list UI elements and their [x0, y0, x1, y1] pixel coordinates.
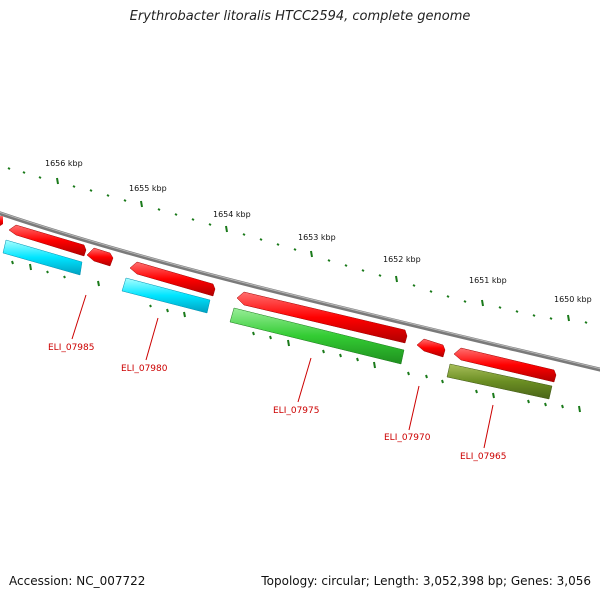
scale-dot	[412, 284, 416, 287]
kbp-label: 1653 kbp	[298, 233, 336, 242]
scale-major-tick	[225, 225, 228, 233]
gene-arrow[interactable]	[8, 224, 87, 257]
inner-ruler	[11, 260, 581, 413]
gene-arrow[interactable]	[0, 216, 3, 226]
scale-major-tick	[56, 177, 59, 185]
leader-line	[483, 404, 494, 449]
genome-backbone-highlight	[0, 211, 600, 370]
accession-text: Accession: NC_007722	[9, 574, 146, 588]
scale-major-tick	[140, 200, 143, 208]
leader-line	[408, 385, 420, 431]
scale-dot	[22, 171, 26, 174]
map-title: Erythrobacter litoralis HTCC2594, comple…	[129, 9, 471, 24]
scale-dot	[208, 223, 212, 226]
scale-dot	[7, 167, 11, 170]
scale-ruler	[7, 167, 588, 324]
scale-dot	[174, 213, 178, 216]
gene-arrow[interactable]	[86, 247, 114, 267]
scale-dot	[293, 248, 297, 251]
cds-bar[interactable]	[121, 277, 211, 314]
scale-dot	[344, 264, 348, 267]
scale-dot	[463, 300, 467, 303]
scale-major-tick	[567, 314, 570, 322]
scale-major-tick	[481, 299, 484, 307]
scale-dot	[276, 243, 280, 246]
kbp-label: 1650 kbp	[554, 295, 592, 304]
scale-dot	[259, 238, 263, 241]
scale-dot	[429, 290, 433, 293]
locus-label[interactable]: ELI_07970	[384, 433, 431, 443]
cds-bar[interactable]	[446, 363, 553, 400]
scale-dot	[242, 233, 246, 236]
scale-dot	[498, 306, 502, 309]
gene-arrow[interactable]	[453, 347, 557, 383]
gene-arrow[interactable]	[236, 291, 408, 344]
kbp-label: 1651 kbp	[469, 276, 507, 285]
scale-dot	[584, 321, 588, 324]
locus-label[interactable]: ELI_07975	[273, 406, 320, 416]
leader-line	[71, 294, 87, 340]
locus-label[interactable]: ELI_07965	[460, 452, 507, 462]
scale-dot	[106, 194, 110, 197]
genome-summary-text: Topology: circular; Length: 3,052,398 bp…	[261, 574, 591, 588]
kbp-label: 1655 kbp	[129, 184, 167, 193]
scale-major-tick	[310, 250, 313, 258]
locus-label[interactable]: ELI_07980	[121, 364, 168, 374]
scale-dot	[72, 185, 76, 188]
scale-dot	[549, 317, 553, 320]
kbp-label: 1654 kbp	[213, 210, 251, 219]
scale-dot	[89, 189, 93, 192]
scale-dot	[191, 218, 195, 221]
leader-lines	[71, 294, 494, 449]
genome-backbone	[0, 211, 600, 372]
gene-arrow[interactable]	[416, 338, 446, 358]
kbp-label: 1652 kbp	[383, 255, 421, 264]
gene-arrow[interactable]	[129, 261, 216, 297]
cds-bar[interactable]	[2, 239, 83, 276]
leader-line	[297, 357, 312, 403]
locus-label[interactable]: ELI_07985	[48, 343, 95, 353]
scale-dot	[515, 310, 519, 313]
scale-dot	[327, 259, 331, 262]
scale-dot	[446, 295, 450, 298]
scale-dot	[157, 208, 161, 211]
cds-track	[2, 239, 553, 400]
scale-dot	[361, 269, 365, 272]
scale-major-tick	[395, 275, 398, 283]
gene-track	[0, 216, 557, 383]
leader-line	[145, 317, 159, 361]
cds-bar[interactable]	[229, 307, 405, 365]
scale-dot	[532, 314, 536, 317]
scale-dot	[378, 274, 382, 277]
kbp-label: 1656 kbp	[45, 159, 83, 168]
scale-dot	[123, 199, 127, 202]
scale-dot	[38, 176, 42, 179]
